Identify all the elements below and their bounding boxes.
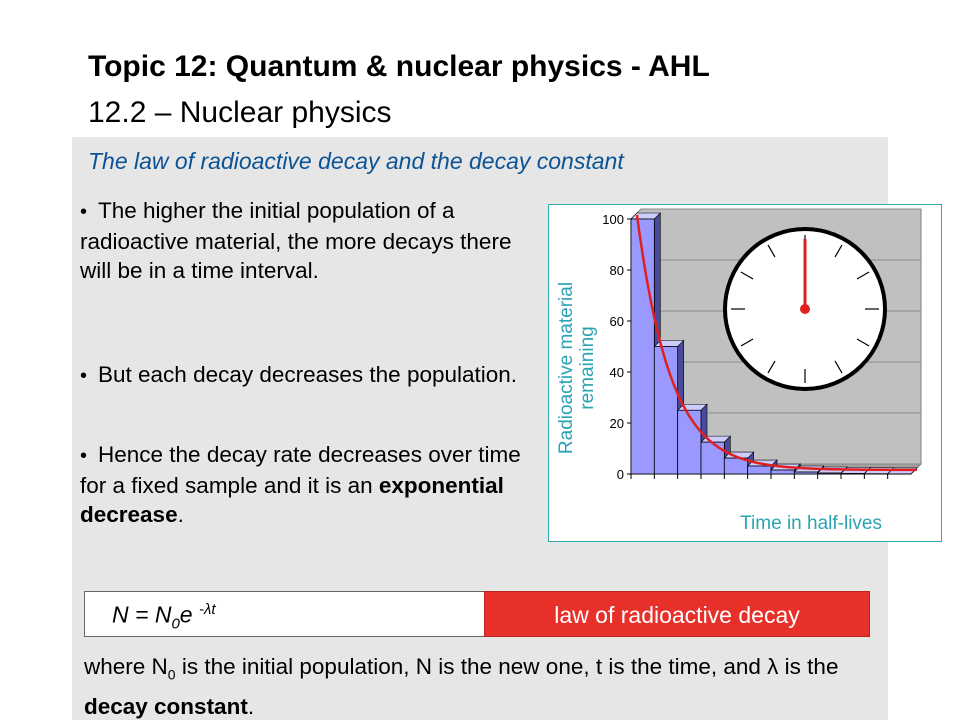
decay-chart: 0 20 40 60 80 100 <box>548 204 942 542</box>
clock-center <box>800 304 810 314</box>
bullet-3-text-end: . <box>178 502 184 527</box>
where-part-3: . <box>248 694 254 719</box>
y-tick-label: 100 <box>602 212 624 227</box>
formula-subscript: 0 <box>171 615 179 632</box>
where-part-1: where N <box>84 654 168 679</box>
slide-title: Topic 12: Quantum & nuclear physics - AH… <box>88 50 710 84</box>
bar <box>701 442 724 474</box>
y-axis-label: Radioactive material remaining <box>556 248 598 488</box>
slide-subtitle: 12.2 – Nuclear physics <box>88 96 392 130</box>
bar <box>748 466 771 474</box>
decay-chart-svg: 0 20 40 60 80 100 <box>549 205 941 541</box>
bar <box>771 470 794 474</box>
y-tick-label: 20 <box>610 416 624 431</box>
bullet-1-text: The higher the initial population of a r… <box>80 198 511 283</box>
y-tick-label: 80 <box>610 263 624 278</box>
decay-formula: N = N0e -λt <box>112 601 216 632</box>
bullet-icon: • <box>80 198 98 227</box>
where-part-2: is the initial population, N is the new … <box>176 654 839 679</box>
y-tick-label: 40 <box>610 365 624 380</box>
y-tick-label: 60 <box>610 314 624 329</box>
bullet-icon: • <box>80 362 98 391</box>
law-label: law of radioactive decay <box>484 591 870 637</box>
bullet-2-text: But each decay decreases the population. <box>98 362 517 387</box>
section-heading: The law of radioactive decay and the dec… <box>88 148 624 175</box>
formula-lhs: N = N <box>112 602 171 628</box>
bar <box>841 473 864 474</box>
bullet-icon: • <box>80 442 98 471</box>
where-bold: decay constant <box>84 694 248 719</box>
bar <box>794 472 817 474</box>
bullet-3: •Hence the decay rate decreases over tim… <box>80 440 550 529</box>
formula-exponent: -λt <box>199 601 216 618</box>
y-tick-label: 0 <box>617 467 624 482</box>
formula-e: e <box>180 602 193 628</box>
x-axis-label: Time in half-lives <box>548 513 942 535</box>
where-subscript: 0 <box>168 667 176 683</box>
bullet-2: •But each decay decreases the population… <box>80 360 540 391</box>
bar <box>818 473 841 474</box>
bullet-1: •The higher the initial population of a … <box>80 196 540 285</box>
bar <box>678 410 701 474</box>
where-text: where N0 is the initial population, N is… <box>84 651 874 722</box>
